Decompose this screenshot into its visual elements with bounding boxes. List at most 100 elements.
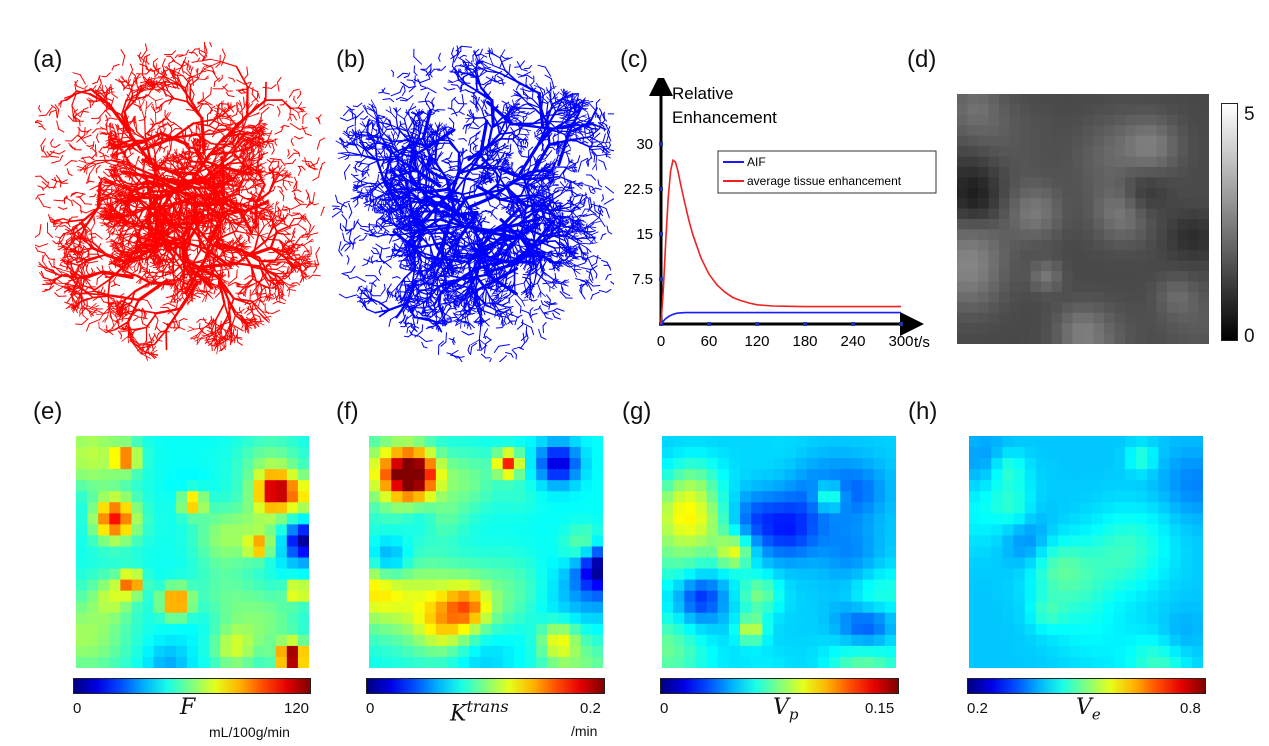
map-cell bbox=[264, 502, 277, 514]
map-cell bbox=[1093, 135, 1105, 147]
map-cell bbox=[717, 469, 730, 481]
map-cell bbox=[1167, 94, 1178, 105]
map-cell bbox=[525, 557, 537, 570]
map-cell bbox=[1167, 239, 1178, 251]
map-cell bbox=[829, 656, 841, 668]
map-cell bbox=[391, 546, 403, 559]
map-cell bbox=[402, 524, 415, 536]
map-cell bbox=[1180, 601, 1193, 614]
map-cell bbox=[1013, 513, 1026, 525]
map-cell bbox=[673, 634, 685, 647]
map-cell bbox=[198, 524, 210, 536]
map-cell bbox=[447, 601, 459, 614]
map-cell bbox=[98, 601, 110, 614]
map-cell bbox=[1104, 219, 1115, 230]
map-cell bbox=[231, 568, 243, 581]
map-cell bbox=[988, 177, 1000, 189]
map-cell bbox=[1177, 177, 1189, 189]
map-cell bbox=[1114, 177, 1126, 189]
map-cell bbox=[253, 590, 266, 603]
map-cell bbox=[999, 250, 1010, 262]
map-cell bbox=[1156, 135, 1168, 147]
map-cell bbox=[153, 612, 166, 625]
map-cell bbox=[286, 645, 299, 658]
map-cell bbox=[1125, 114, 1136, 126]
map-cell bbox=[851, 645, 864, 658]
map-cell bbox=[1188, 271, 1199, 282]
map-cell bbox=[164, 623, 177, 636]
map-cell bbox=[1104, 312, 1115, 324]
map-cell bbox=[795, 623, 808, 636]
map-cell bbox=[220, 513, 232, 525]
map-cell bbox=[728, 579, 741, 592]
map-cell bbox=[413, 458, 426, 470]
map-cell bbox=[142, 535, 155, 547]
map-cell bbox=[1102, 568, 1115, 581]
map-cell bbox=[762, 612, 774, 625]
map-cell bbox=[131, 513, 144, 525]
map-cell bbox=[286, 623, 299, 636]
map-cell bbox=[424, 436, 437, 448]
map-cell bbox=[1191, 623, 1203, 636]
map-cell bbox=[1156, 198, 1168, 210]
map-cell bbox=[1167, 302, 1178, 314]
map-cell bbox=[840, 612, 852, 625]
map-cell bbox=[391, 579, 403, 592]
map-cell bbox=[862, 491, 875, 503]
map-cell bbox=[547, 491, 559, 503]
map-cell bbox=[999, 125, 1010, 137]
map-cell bbox=[673, 524, 685, 536]
map-cell bbox=[1091, 601, 1104, 614]
map-cell bbox=[435, 568, 448, 581]
map-cell bbox=[999, 208, 1010, 220]
map-cell bbox=[142, 447, 155, 459]
enhancement-line-chart: Relative Enhancement t/s 0 60 120 180 240 300… bbox=[624, 78, 937, 351]
map-cell bbox=[1013, 645, 1026, 658]
map-cell bbox=[380, 634, 392, 647]
map-cell bbox=[773, 601, 786, 614]
panel-label-d: (d) bbox=[907, 46, 937, 73]
map-cell bbox=[999, 291, 1010, 303]
map-cell bbox=[469, 634, 481, 647]
map-cell bbox=[458, 623, 470, 636]
map-cell bbox=[76, 436, 88, 448]
map-cell bbox=[469, 623, 481, 636]
map-cell bbox=[762, 568, 774, 581]
map-cell bbox=[684, 612, 696, 625]
map-cell bbox=[999, 219, 1010, 230]
map-cell bbox=[580, 645, 593, 658]
map-cell bbox=[1002, 634, 1015, 647]
map-cell bbox=[297, 447, 309, 459]
map-cell bbox=[1125, 302, 1136, 314]
map-cell bbox=[297, 535, 309, 547]
map-cell bbox=[402, 535, 415, 547]
map-cell bbox=[1198, 333, 1209, 344]
map-cell bbox=[1002, 524, 1015, 536]
map-cell bbox=[840, 480, 852, 492]
map-cell bbox=[109, 634, 121, 647]
map-cell bbox=[1114, 312, 1126, 324]
map-cell bbox=[1180, 645, 1193, 658]
map-cell bbox=[1158, 458, 1171, 470]
map-cell bbox=[198, 601, 210, 614]
map-cell bbox=[1030, 94, 1042, 105]
map-cell bbox=[784, 480, 797, 492]
map-cell bbox=[980, 458, 992, 470]
map-cell bbox=[1058, 612, 1070, 625]
map-cell bbox=[862, 502, 875, 514]
map-cell bbox=[502, 645, 515, 658]
map-cell bbox=[1104, 323, 1115, 335]
map-cell bbox=[818, 480, 830, 492]
map-cell bbox=[580, 557, 593, 570]
map-cell bbox=[198, 568, 210, 581]
map-cell bbox=[1146, 219, 1157, 230]
map-cell bbox=[435, 557, 448, 570]
map-cell bbox=[1191, 601, 1203, 614]
map-cell bbox=[1125, 568, 1137, 581]
map-cell bbox=[1125, 104, 1136, 116]
map-cell bbox=[1058, 535, 1070, 547]
map-cell bbox=[220, 546, 232, 559]
map-cell bbox=[1147, 513, 1159, 525]
map-cell bbox=[1158, 645, 1171, 658]
map-cell bbox=[1135, 208, 1147, 220]
